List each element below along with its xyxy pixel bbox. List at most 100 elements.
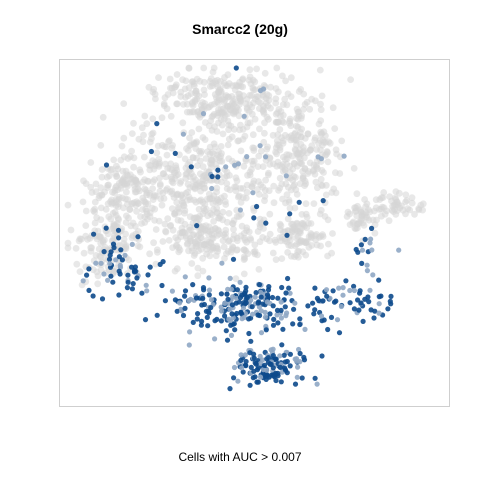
background-cell-point	[139, 195, 146, 202]
auc-cell-point	[144, 283, 149, 288]
auc-cell-point	[158, 262, 163, 267]
background-cell-point	[237, 98, 244, 105]
auc-cell-point	[170, 289, 175, 294]
auc-cell-point	[285, 359, 290, 364]
background-cell-point	[167, 76, 174, 83]
auc-cell-point	[263, 310, 268, 315]
background-cell-point	[173, 242, 180, 249]
background-cell-point	[272, 100, 279, 107]
background-cell-point	[287, 205, 294, 212]
background-cell-point	[236, 91, 243, 98]
background-cell-point	[190, 154, 197, 161]
background-cell-point	[149, 115, 156, 122]
auc-cell-point	[206, 275, 211, 280]
background-cell-point	[142, 206, 149, 213]
background-cell-point	[80, 199, 87, 206]
background-cell-point	[168, 113, 175, 120]
background-cell-point	[250, 131, 257, 138]
background-cell-point	[185, 181, 192, 188]
auc-cell-point	[229, 333, 234, 338]
background-cell-point	[406, 207, 413, 214]
background-cell-point	[225, 71, 232, 78]
background-cell-point	[214, 83, 221, 90]
background-cell-point	[128, 148, 135, 155]
background-cell-point	[291, 181, 298, 188]
background-cell-point	[73, 261, 80, 268]
auc-cell-point	[163, 298, 168, 303]
auc-cell-point	[208, 305, 213, 310]
background-cell-point	[147, 213, 154, 220]
background-cell-point	[164, 165, 171, 172]
auc-cell-point	[183, 288, 188, 293]
auc-cell-point	[265, 292, 270, 297]
background-cell-point	[253, 66, 260, 73]
background-cell-point	[81, 250, 88, 257]
auc-cell-point	[271, 303, 276, 308]
background-cell-point	[198, 148, 205, 155]
background-cell-point	[208, 75, 215, 82]
auc-cell-point	[149, 149, 154, 154]
background-cell-point	[207, 210, 214, 217]
auc-cell-point	[195, 316, 200, 321]
background-cell-point	[138, 220, 145, 227]
background-cell-point	[206, 196, 213, 203]
auc-cell-point	[135, 234, 140, 239]
background-cell-point	[190, 231, 197, 238]
auc-cell-point	[362, 297, 367, 302]
auc-cell-point	[265, 299, 270, 304]
background-cell-point	[241, 235, 248, 242]
auc-cell-point	[131, 281, 136, 286]
auc-cell-point	[222, 313, 227, 318]
background-cell-point	[96, 195, 103, 202]
background-cell-point	[308, 231, 315, 238]
background-cell-point	[178, 192, 185, 199]
auc-cell-point	[321, 198, 326, 203]
auc-cell-point	[388, 299, 393, 304]
background-cell-point	[213, 252, 220, 259]
auc-cell-point	[181, 313, 186, 318]
auc-cell-point	[231, 257, 236, 262]
background-cell-point	[270, 250, 277, 257]
background-cell-point	[109, 189, 116, 196]
auc-cell-point	[246, 316, 251, 321]
auc-cell-point	[343, 278, 348, 283]
background-cell-point	[198, 234, 205, 241]
auc-cell-point	[250, 304, 255, 309]
background-cell-point	[183, 78, 190, 85]
background-cell-point	[293, 137, 300, 144]
auc-cell-point	[313, 376, 318, 381]
auc-cell-point	[242, 114, 247, 119]
background-cell-point	[203, 155, 210, 162]
background-cell-point	[241, 256, 248, 263]
auc-cell-point	[200, 296, 205, 301]
background-cell-point	[88, 244, 95, 251]
background-cell-point	[120, 204, 127, 211]
auc-cell-point	[250, 312, 255, 317]
auc-cell-point	[263, 221, 268, 226]
background-cell-point	[272, 149, 279, 156]
auc-cell-point	[271, 323, 276, 328]
background-cell-point	[239, 83, 246, 90]
auc-cell-point	[369, 247, 374, 252]
background-cell-point	[141, 154, 148, 161]
auc-cell-point	[194, 295, 199, 300]
auc-cell-point	[252, 356, 257, 361]
background-cell-point	[294, 191, 301, 198]
background-cell-point	[241, 246, 248, 253]
background-cell-point	[106, 172, 113, 179]
auc-cell-point	[279, 285, 284, 290]
auc-cell-point	[214, 317, 219, 322]
background-cell-point	[137, 213, 144, 220]
background-cell-point	[301, 182, 308, 189]
auc-cell-point	[125, 285, 130, 290]
auc-cell-point	[195, 311, 200, 316]
background-cell-point	[386, 217, 393, 224]
auc-cell-point	[84, 273, 89, 278]
background-cell-point	[314, 242, 321, 249]
background-cell-point	[329, 230, 336, 237]
background-cell-point	[241, 271, 248, 278]
background-cell-point	[303, 200, 310, 207]
background-cell-point	[277, 175, 284, 182]
background-cell-point	[317, 233, 324, 240]
background-cell-point	[318, 207, 325, 214]
